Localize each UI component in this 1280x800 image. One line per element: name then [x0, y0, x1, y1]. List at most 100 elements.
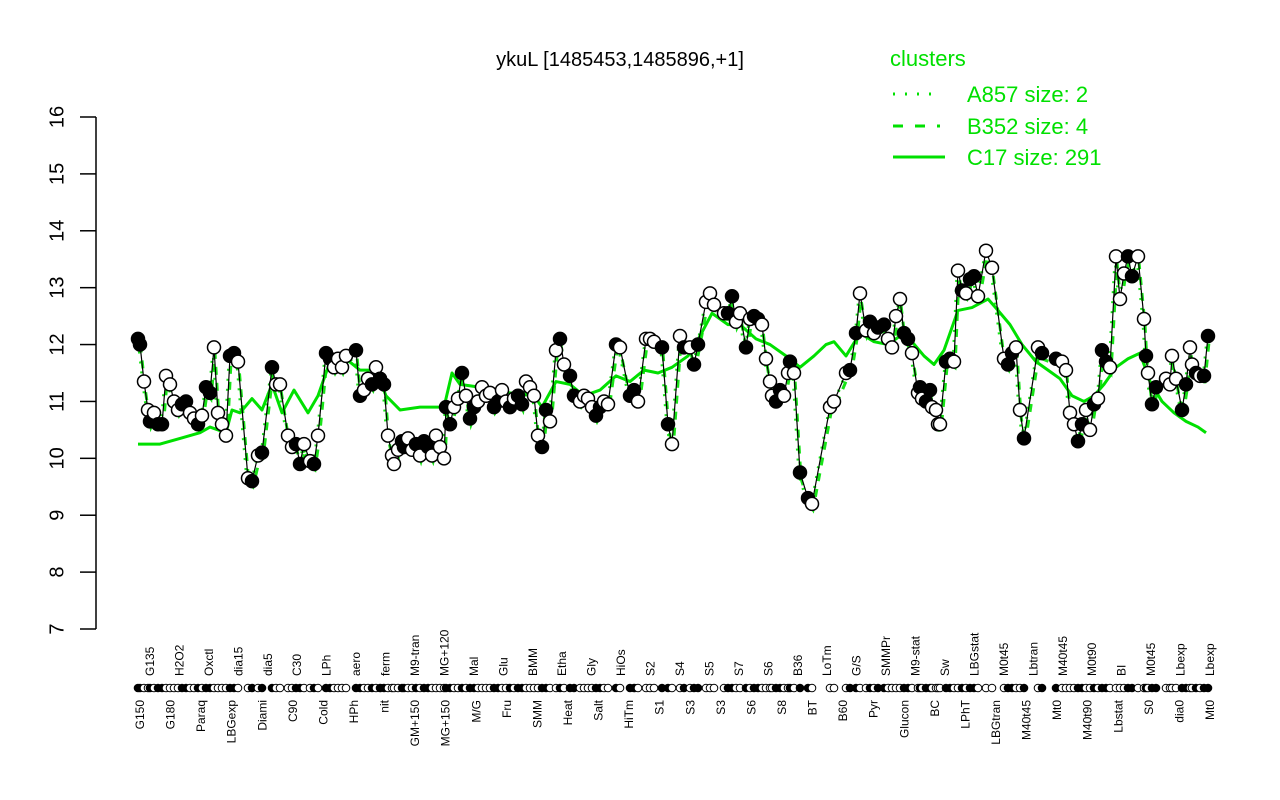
data-point [230, 354, 246, 369]
data-point [1130, 249, 1146, 264]
rug-marker [987, 683, 997, 693]
rug-marker [1037, 683, 1047, 693]
data-point [534, 439, 550, 455]
rug-marker [257, 683, 267, 693]
data-point [1148, 379, 1164, 395]
x-label-top: SMMPr [879, 636, 893, 676]
rug-marker [313, 683, 323, 693]
data-point [950, 263, 966, 278]
cluster-b352-line [135, 247, 1211, 514]
rug-marker [1019, 683, 1029, 693]
data-point [1178, 377, 1194, 392]
x-label-top: dia5 [261, 653, 275, 676]
data-point [1034, 345, 1050, 361]
x-label-bottom: LBGexp [225, 700, 239, 744]
x-label-top: M0t45 [997, 642, 1011, 676]
x-label-top: S2 [644, 661, 658, 676]
data-point [1012, 402, 1028, 418]
data-point [932, 416, 948, 432]
data-point [454, 365, 470, 381]
data-point [600, 397, 616, 412]
x-label-top: Gly [585, 658, 599, 676]
x-label-bottom: S3 [714, 700, 728, 715]
data-point [1144, 397, 1160, 412]
rug-marker [795, 683, 805, 693]
x-label-bottom: S6 [744, 700, 758, 715]
data-point [206, 340, 222, 355]
x-label-top: B36 [791, 654, 805, 676]
data-point [884, 340, 900, 355]
x-label-bottom: S1 [653, 700, 667, 715]
data-point [1174, 402, 1190, 418]
rug-marker [341, 683, 351, 693]
x-label-top: M9-tran [408, 635, 422, 676]
data-point [852, 286, 868, 301]
data-point [202, 385, 218, 401]
data-point [754, 317, 770, 332]
x-label-top: G/S [850, 655, 864, 676]
data-point [1124, 269, 1140, 284]
data-point [966, 269, 982, 284]
data-point [194, 408, 210, 423]
data-point [1182, 340, 1198, 355]
x-label-bottom: Mt0 [1050, 700, 1064, 720]
data-point [386, 456, 402, 472]
data-point [1082, 422, 1098, 438]
data-point [654, 340, 670, 355]
x-label-top: Mal [467, 657, 481, 676]
y-tick-label: 13 [46, 277, 68, 299]
data-point [946, 354, 962, 369]
y-tick-label: 7 [46, 623, 68, 634]
data-point [660, 416, 676, 432]
rug-marker [807, 683, 817, 693]
data-point [686, 357, 702, 372]
x-label-bottom: S0 [1142, 700, 1156, 715]
data-point [514, 397, 530, 412]
x-label-bottom: Salt [592, 699, 606, 720]
x-label-bottom: SMM [530, 700, 544, 728]
x-label-bottom: Lbstat [1111, 699, 1125, 732]
data-point [526, 388, 542, 404]
x-label-bottom: BC [928, 700, 942, 717]
x-label-top: M40t45 [1056, 636, 1070, 676]
x-label-bottom: MG+150 [439, 700, 453, 747]
data-point [310, 428, 326, 443]
rug-marker [1151, 683, 1161, 693]
x-label-top: HiOs [614, 649, 628, 676]
data-point [218, 428, 234, 443]
data-point [978, 243, 994, 258]
y-tick-label: 14 [46, 220, 68, 242]
data-point [1016, 431, 1032, 446]
y-tick-label: 9 [46, 510, 68, 521]
x-label-top: Lbtran [1026, 642, 1040, 676]
data-point [264, 360, 280, 375]
data-point [786, 365, 802, 381]
x-label-top: M9-stat [909, 635, 923, 676]
data-point [306, 456, 322, 472]
x-labels-bottom: G150 G180 Paraq LBGexp Diami C90 Cold HPh nit GM+… [133, 699, 1217, 746]
data-point [296, 436, 312, 452]
data-point [552, 331, 568, 347]
data-point [762, 374, 778, 389]
data-point [630, 394, 646, 409]
rug-marker [709, 683, 719, 693]
data-point [1058, 362, 1074, 378]
data-point [162, 377, 178, 392]
x-label-top: BI [1115, 665, 1129, 676]
x-label-bottom: BT [806, 699, 820, 715]
rug-marker [667, 683, 677, 693]
legend-entry-b352: B352 size: 4 [967, 114, 1088, 139]
x-label-bottom: Glucon [897, 700, 911, 738]
x-label-bottom: Mt0 [1203, 700, 1217, 720]
data-point [1008, 340, 1024, 355]
x-label-top: C30 [290, 654, 304, 676]
data-point [612, 340, 628, 355]
data-point [556, 357, 572, 372]
x-label-top: Lbexp [1174, 643, 1188, 676]
data-point [804, 496, 820, 512]
data-point [984, 260, 1000, 276]
data-point [1164, 348, 1180, 364]
x-label-top: H2O2 [172, 644, 186, 676]
data-point [1196, 368, 1212, 384]
x-label-bottom: nit [378, 699, 392, 712]
